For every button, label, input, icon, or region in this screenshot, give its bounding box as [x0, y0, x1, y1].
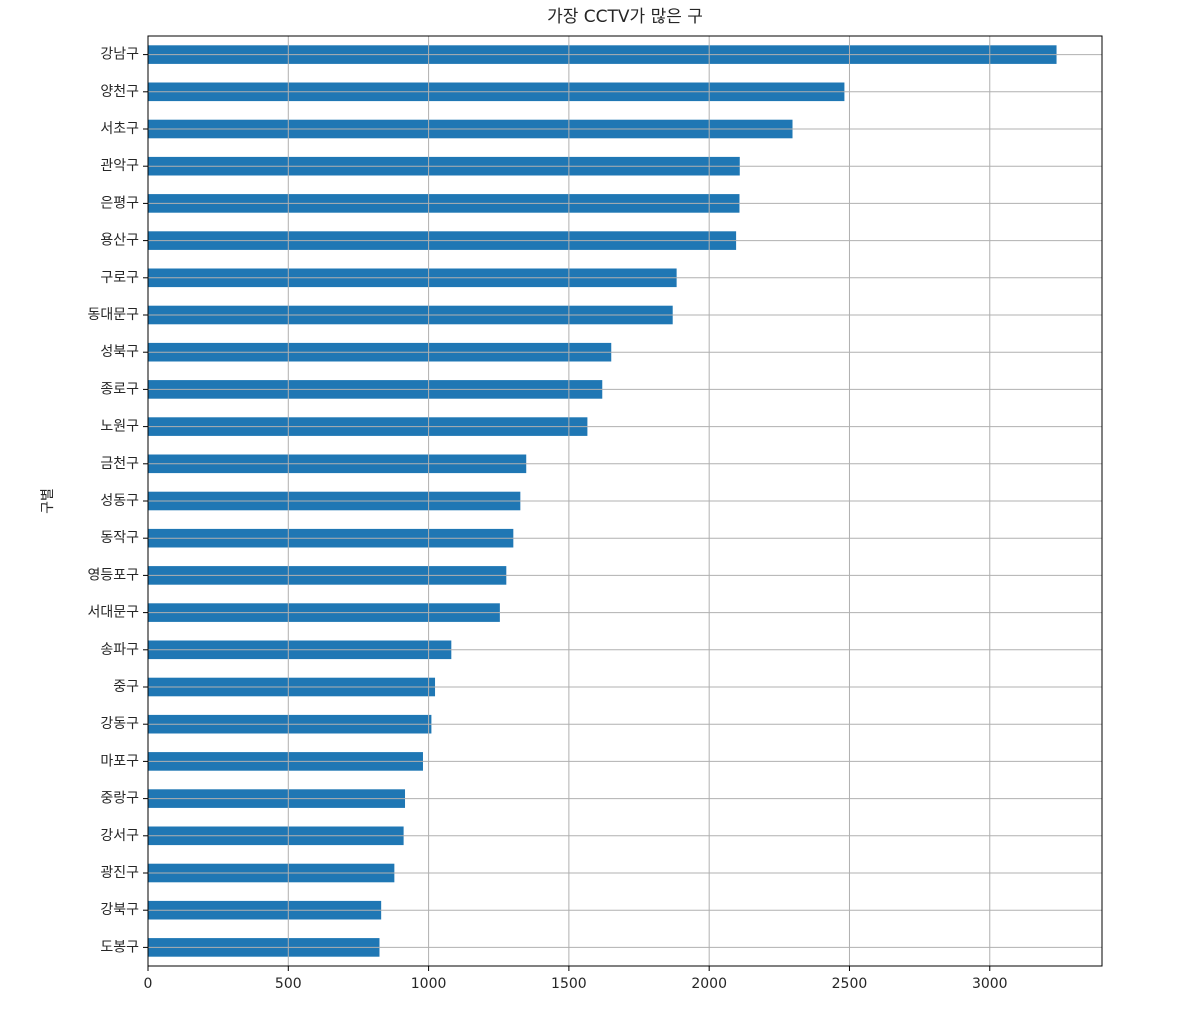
y-tick-label: 강서구	[100, 828, 139, 844]
y-tick-label: 마포구	[100, 753, 139, 769]
y-tick-label: 구로구	[100, 270, 139, 286]
y-tick-label: 서대문구	[87, 605, 139, 621]
chart-title: 가장 CCTV가 많은 구	[547, 7, 703, 27]
x-tick-label: 1000	[411, 976, 447, 992]
y-tick-label: 동작구	[100, 530, 139, 546]
plot-frame	[147, 35, 1103, 967]
y-tick-label: 송파구	[100, 642, 139, 658]
y-tick-label: 도봉구	[100, 939, 139, 955]
y-tick-label: 성북구	[100, 344, 139, 360]
y-axis-label: 구별	[40, 488, 56, 514]
y-tick-label: 은평구	[100, 195, 139, 211]
y-tick-label: 서초구	[100, 121, 139, 137]
x-tick-label: 0	[144, 976, 153, 992]
y-tick-label: 중구	[113, 679, 139, 695]
y-tick-label: 동대문구	[87, 307, 139, 323]
y-tick-label: 노원구	[100, 419, 139, 435]
y-tick-label: 강동구	[100, 716, 139, 732]
y-tick-label: 영등포구	[87, 567, 139, 583]
x-tick-label: 1500	[551, 976, 587, 992]
y-tick-label: 용산구	[100, 233, 139, 249]
y-tick-label: 관악구	[100, 158, 139, 174]
x-tick-label: 500	[275, 976, 302, 992]
x-tick-label: 2000	[691, 976, 727, 992]
x-tick-label: 3000	[972, 976, 1008, 992]
x-tick-label: 2500	[832, 976, 868, 992]
y-tick-label: 강북구	[100, 902, 139, 918]
y-tick-label: 종로구	[100, 381, 139, 397]
y-tick-label: 광진구	[100, 865, 139, 881]
y-tick-label: 중랑구	[100, 791, 139, 807]
y-tick-label: 강남구	[100, 47, 139, 63]
y-tick-label: 양천구	[100, 84, 139, 100]
y-tick-label: 성동구	[100, 493, 139, 509]
y-tick-label: 금천구	[100, 456, 139, 472]
